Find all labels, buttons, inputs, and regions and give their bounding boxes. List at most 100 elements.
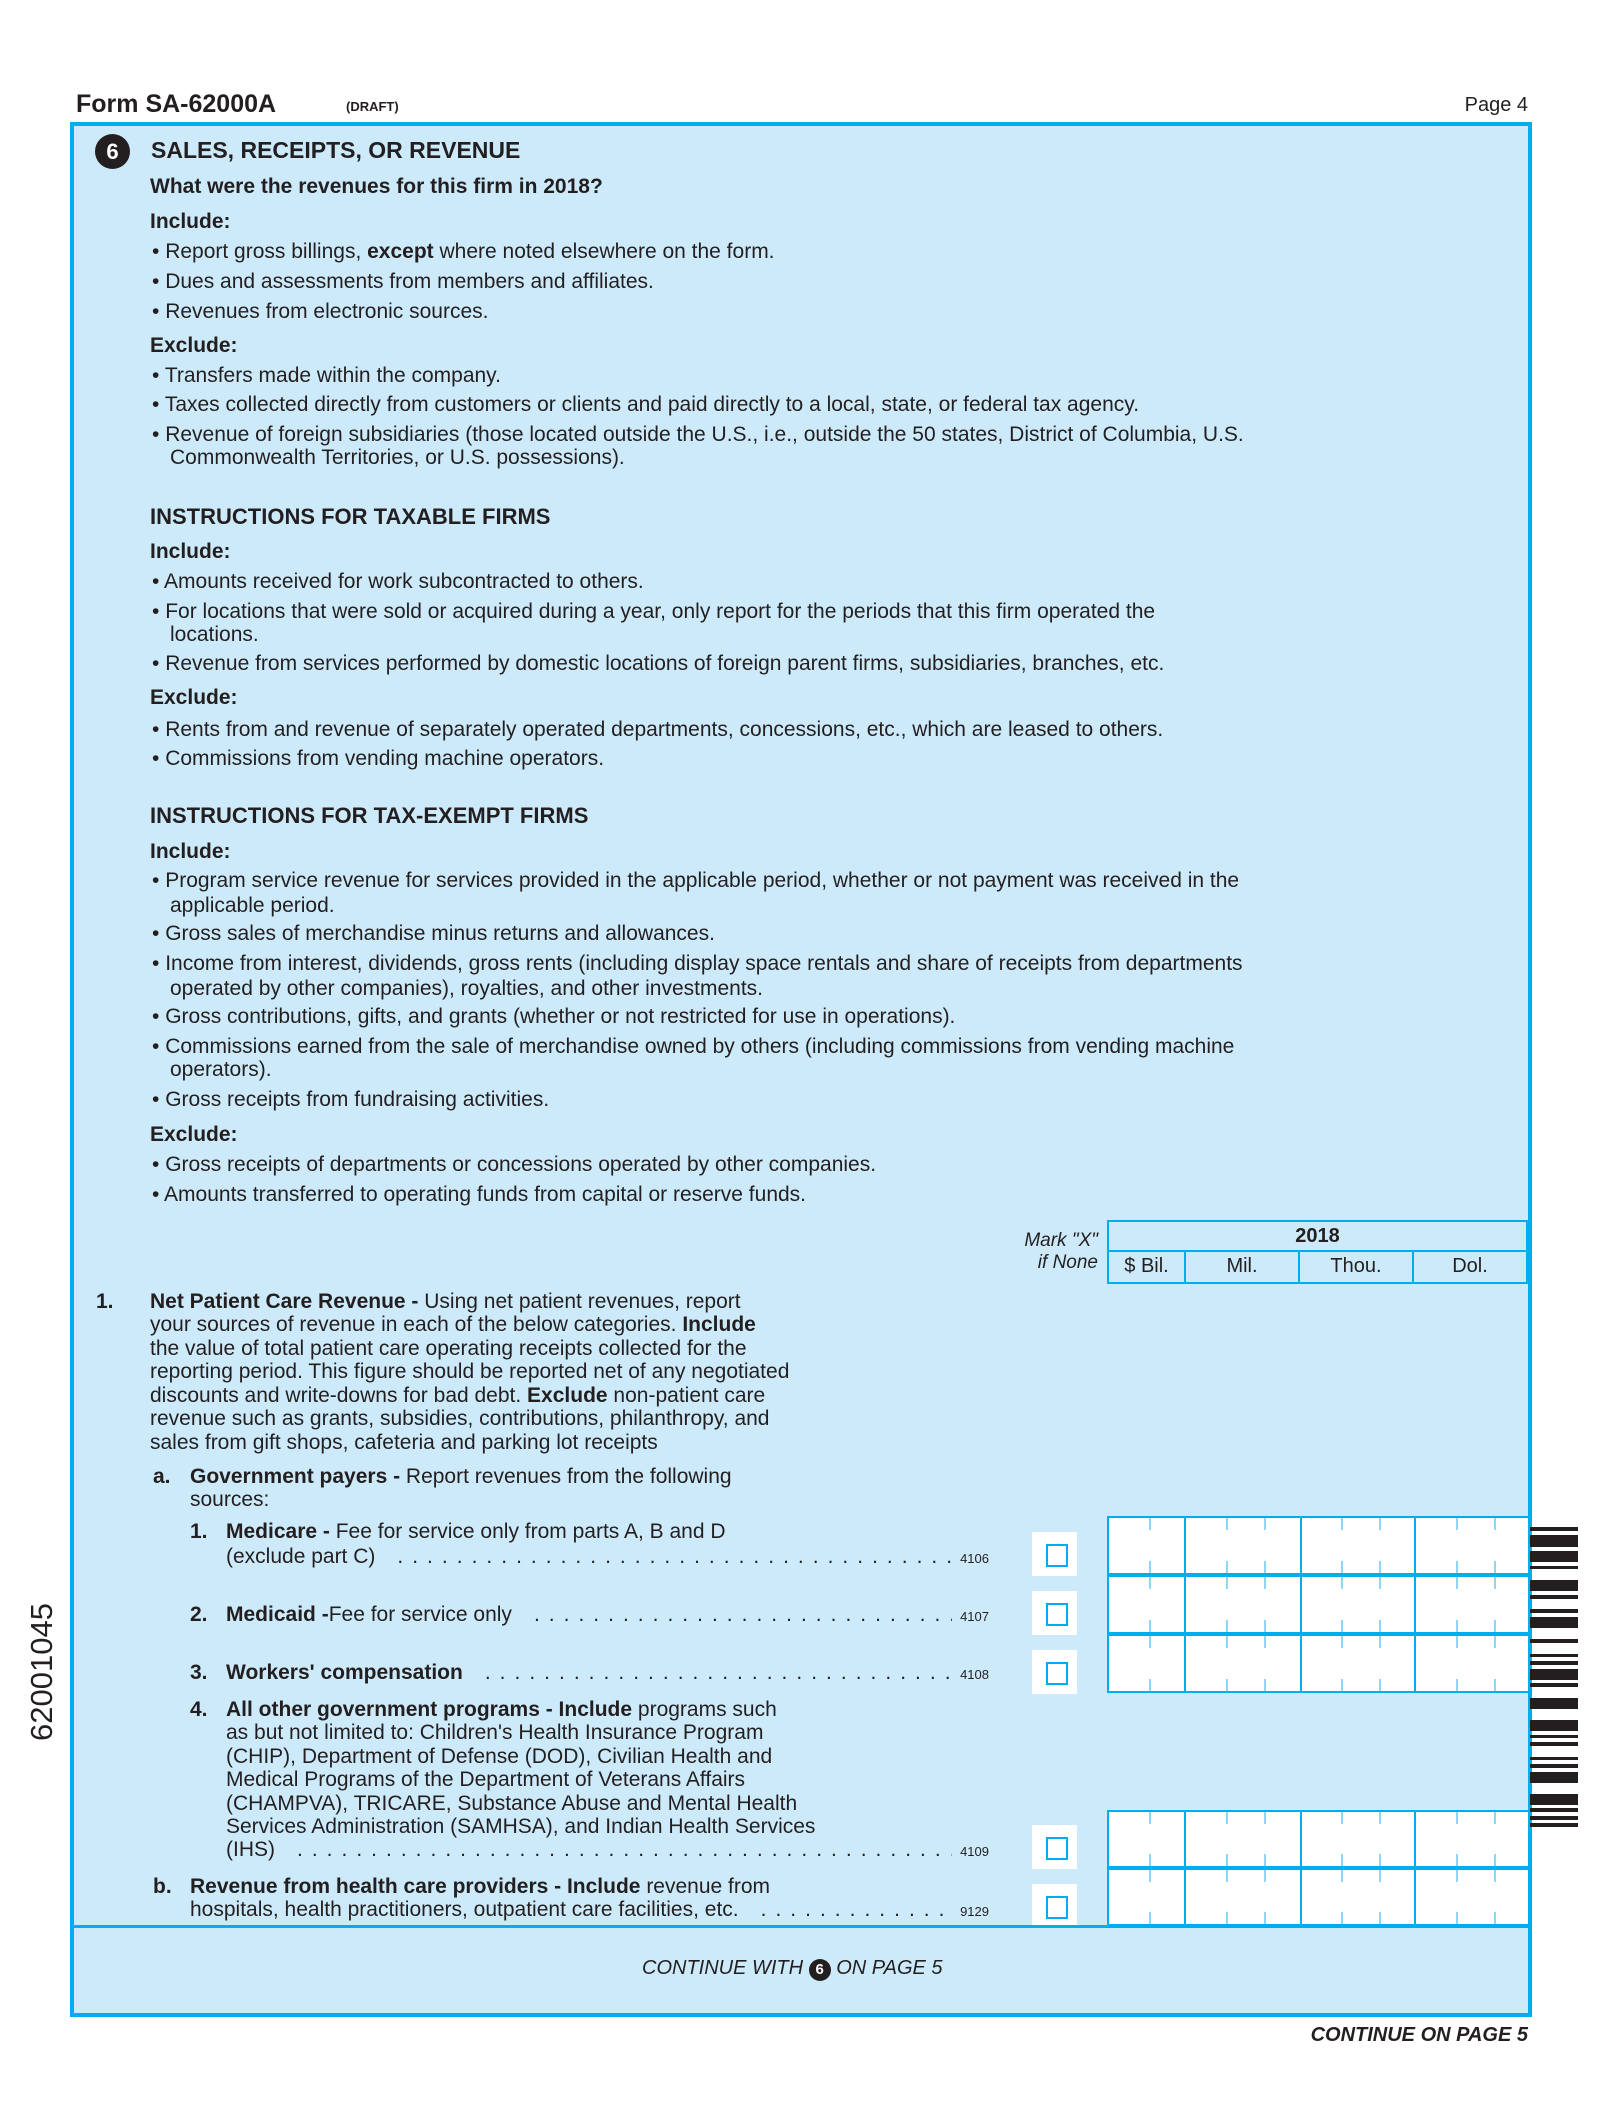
amount-input-billions[interactable]: [1107, 1636, 1186, 1691]
amount-input-thousands[interactable]: [1300, 1870, 1416, 1924]
digit-tick: [1379, 1854, 1381, 1866]
line-code: 4109: [960, 1844, 989, 1859]
digit-tick: [1456, 1518, 1458, 1530]
digit-tick: [1264, 1518, 1266, 1530]
exclude-label: Exclude:: [150, 334, 238, 357]
list-item: • Dues and assessments from members and …: [152, 270, 654, 293]
digit-tick: [1226, 1912, 1228, 1924]
continue-with-note: CONTINUE WITH 6 ON PAGE 5: [642, 1957, 943, 1981]
amount-input-dollars[interactable]: [1414, 1518, 1530, 1573]
line-number: 3.: [190, 1661, 208, 1684]
other-government-label: All other government programs - Include …: [226, 1698, 777, 1721]
digit-tick: [1264, 1679, 1266, 1691]
barcode-bar: [1530, 1816, 1578, 1820]
amount-input-thousands[interactable]: [1300, 1577, 1416, 1632]
digit-tick: [1341, 1912, 1343, 1924]
item1-text: discounts and write-downs for bad debt. …: [150, 1384, 766, 1407]
amount-input-billions[interactable]: [1107, 1870, 1186, 1924]
list-item: • Revenue from services performed by dom…: [152, 652, 1165, 675]
digit-tick: [1341, 1561, 1343, 1573]
digit-tick: [1264, 1854, 1266, 1866]
barcode-bar: [1530, 1580, 1578, 1591]
line-number: 4.: [190, 1698, 208, 1721]
barcode-bar: [1530, 1566, 1578, 1569]
other-government-label: as but not limited to: Children's Health…: [226, 1721, 764, 1744]
barcode-bar: [1530, 1661, 1578, 1665]
health-care-providers-label: hospitals, health practitioners, outpati…: [190, 1898, 989, 1924]
mark-if-none-checkbox[interactable]: [1046, 1837, 1068, 1860]
digit-tick: [1341, 1518, 1343, 1530]
workers-compensation-label: Workers' compensation...................…: [226, 1661, 989, 1687]
digit-tick: [1149, 1518, 1151, 1530]
include-label: Include:: [150, 540, 231, 563]
amount-input-billions[interactable]: [1107, 1518, 1186, 1573]
other-government-label: (CHIP), Department of Defense (DOD), Civ…: [226, 1745, 773, 1768]
barcode-bar: [1530, 1551, 1578, 1562]
list-item: • Transfers made within the company.: [152, 364, 501, 387]
amount-input-millions[interactable]: [1184, 1636, 1302, 1691]
digit-tick: [1341, 1620, 1343, 1632]
digit-tick: [1149, 1812, 1151, 1824]
item1-text: your sources of revenue in each of the b…: [150, 1313, 756, 1336]
barcode-bar: [1530, 1669, 1578, 1680]
digit-tick: [1149, 1577, 1151, 1589]
amount-input-millions[interactable]: [1184, 1518, 1302, 1573]
barcode-bar: [1530, 1527, 1578, 1531]
amount-input-dollars[interactable]: [1414, 1636, 1530, 1691]
digit-tick: [1456, 1870, 1458, 1882]
dot-leader: ........................................…: [484, 1661, 952, 1684]
digit-tick: [1494, 1636, 1496, 1648]
amount-input-dollars[interactable]: [1414, 1577, 1530, 1632]
amount-input-dollars[interactable]: [1414, 1812, 1530, 1866]
digit-tick: [1379, 1636, 1381, 1648]
digit-tick: [1149, 1912, 1151, 1924]
digit-tick: [1149, 1620, 1151, 1632]
mark-if-none-checkbox[interactable]: [1046, 1603, 1068, 1626]
year-header: 2018: [1107, 1220, 1528, 1252]
barcode-bar: [1530, 1654, 1578, 1657]
list-item: • Income from interest, dividends, gross…: [152, 952, 1243, 975]
digit-tick: [1341, 1854, 1343, 1866]
list-item: • Program service revenue for services p…: [152, 869, 1240, 892]
digit-tick: [1149, 1854, 1151, 1866]
line-code: 4106: [960, 1551, 989, 1566]
page-number: Page 4: [1464, 94, 1528, 116]
medicare-label-line2: (exclude part C)........................…: [226, 1545, 989, 1571]
line-code: 4108: [960, 1667, 989, 1682]
line-code: 4107: [960, 1609, 989, 1624]
column-header-thousands: Thou.: [1298, 1250, 1414, 1284]
digit-tick: [1494, 1870, 1496, 1882]
amount-input-dollars[interactable]: [1414, 1870, 1530, 1924]
digit-tick: [1264, 1620, 1266, 1632]
section-question: What were the revenues for this firm in …: [150, 175, 603, 198]
mark-if-none-checkbox[interactable]: [1046, 1896, 1068, 1919]
amount-input-billions[interactable]: [1107, 1812, 1186, 1866]
digit-tick: [1456, 1854, 1458, 1866]
amount-input-millions[interactable]: [1184, 1812, 1302, 1866]
amount-input-thousands[interactable]: [1300, 1518, 1416, 1573]
include-label: Include:: [150, 210, 231, 233]
digit-tick: [1456, 1679, 1458, 1691]
tax-exempt-heading: INSTRUCTIONS FOR TAX-EXEMPT FIRMS: [150, 803, 589, 828]
digit-tick: [1494, 1620, 1496, 1632]
list-item: • Gross sales of merchandise minus retur…: [152, 922, 715, 945]
digit-tick: [1379, 1518, 1381, 1530]
digit-tick: [1226, 1812, 1228, 1824]
barcode-bar: [1530, 1735, 1578, 1738]
amount-input-billions[interactable]: [1107, 1577, 1186, 1632]
amount-input-millions[interactable]: [1184, 1577, 1302, 1632]
amount-input-thousands[interactable]: [1300, 1812, 1416, 1866]
barcode-bar: [1530, 1609, 1578, 1613]
mark-if-none-checkbox[interactable]: [1046, 1662, 1068, 1685]
taxable-heading: INSTRUCTIONS FOR TAXABLE FIRMS: [150, 504, 551, 529]
digit-tick: [1149, 1636, 1151, 1648]
digit-tick: [1456, 1561, 1458, 1573]
amount-input-millions[interactable]: [1184, 1870, 1302, 1924]
amount-input-thousands[interactable]: [1300, 1636, 1416, 1691]
section-title: SALES, RECEIPTS, OR REVENUE: [151, 137, 521, 163]
digit-tick: [1149, 1679, 1151, 1691]
item1-text: the value of total patient care operatin…: [150, 1337, 747, 1360]
digit-tick: [1494, 1577, 1496, 1589]
government-payers-text: Government payers - Report revenues from…: [190, 1465, 732, 1488]
mark-if-none-checkbox[interactable]: [1046, 1544, 1068, 1567]
